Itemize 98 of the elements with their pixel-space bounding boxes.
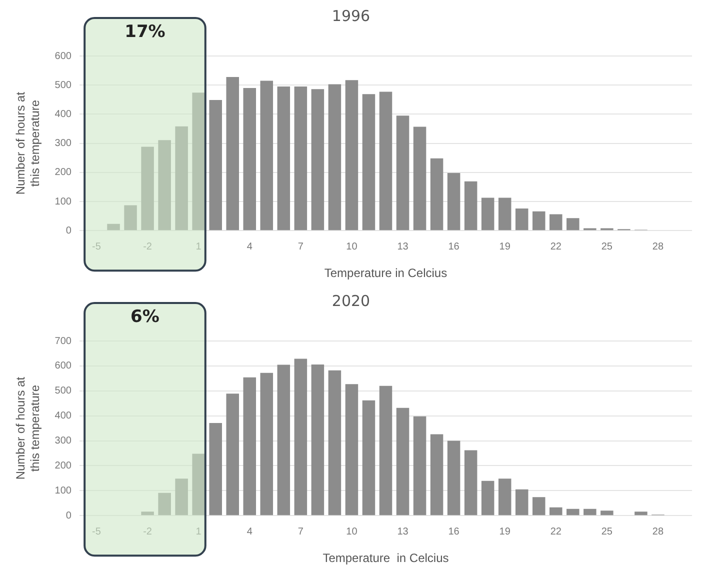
bar [311, 364, 324, 516]
y-tick-label: 600 [54, 50, 72, 62]
bar [532, 497, 546, 516]
bar [328, 370, 342, 516]
bar [550, 214, 562, 230]
x-tick-label: 28 [652, 241, 664, 252]
x-tick-label: 19 [499, 241, 511, 252]
bar [226, 76, 239, 230]
bar [550, 507, 562, 516]
y-tick-label: 500 [54, 80, 72, 91]
bar [498, 198, 512, 230]
x-axis-title: Temperature in Celcius [322, 551, 449, 566]
bar [481, 480, 494, 516]
bar [447, 440, 460, 516]
bar [192, 92, 205, 230]
bar [243, 88, 256, 230]
bar [498, 478, 512, 516]
y-tick-label: 100 [54, 196, 72, 208]
bar [260, 80, 274, 230]
bar [515, 489, 528, 516]
x-axis-title: Temperature in Celcius [324, 266, 448, 280]
y-tick-label: 400 [54, 410, 72, 422]
bar [600, 510, 614, 516]
bar [532, 211, 546, 230]
bar [430, 434, 444, 516]
chart-title: 2020 [332, 292, 370, 310]
bar [396, 116, 410, 230]
bar [243, 377, 256, 516]
x-tick-label: 19 [499, 526, 511, 538]
x-tick-label: 25 [601, 526, 613, 538]
bar [584, 508, 596, 516]
y-tick-label: 700 [54, 336, 72, 347]
bar [515, 208, 528, 230]
x-tick-label: 25 [601, 241, 613, 252]
bar [634, 512, 648, 516]
bar [209, 100, 222, 230]
bar [311, 89, 324, 230]
bar [107, 224, 120, 230]
band-label: 17% [124, 22, 166, 42]
chart-title: 1996 [332, 6, 370, 25]
y-axis-title: Number of hours at this temperature [14, 376, 42, 480]
x-tick-label: 22 [550, 241, 562, 252]
x-tick-label: 7 [298, 526, 304, 538]
bar [158, 492, 171, 516]
bar [294, 358, 308, 516]
bar [226, 394, 239, 516]
bar [413, 416, 426, 516]
bar [277, 86, 290, 230]
bar [141, 512, 154, 516]
y-tick-label: 0 [66, 225, 72, 236]
bar [209, 423, 222, 516]
bar [175, 478, 188, 516]
x-tick-label: 16 [448, 526, 460, 538]
x-tick-label: 4 [246, 241, 253, 252]
bar [158, 140, 171, 230]
bar [192, 454, 205, 516]
x-tick-label: 28 [652, 526, 664, 538]
x-tick-label: 10 [346, 241, 358, 252]
bar [294, 86, 308, 230]
bar [362, 94, 376, 230]
y-tick-label: 400 [54, 108, 72, 120]
bar [447, 172, 460, 230]
bar [141, 146, 154, 230]
y-tick-label: 600 [54, 360, 72, 372]
bar [345, 384, 358, 516]
x-tick-label: 13 [397, 526, 409, 538]
bar [277, 364, 290, 516]
bar [396, 408, 410, 516]
bar [124, 205, 137, 230]
bar [175, 126, 188, 230]
y-tick-label: 200 [54, 460, 72, 472]
y-tick-label: 200 [54, 167, 72, 178]
y-tick-label: 300 [54, 138, 72, 150]
bar [328, 84, 342, 230]
bar [362, 400, 376, 516]
y-tick-label: 300 [54, 436, 72, 447]
bar [260, 372, 274, 516]
bar [566, 508, 580, 516]
x-tick-label: 10 [346, 526, 358, 538]
bar [464, 181, 478, 230]
bar [379, 92, 392, 230]
x-tick-label: 22 [550, 526, 562, 538]
bar [430, 158, 444, 230]
band-label: 6% [130, 306, 160, 327]
bar [413, 126, 426, 230]
y-tick-label: 100 [54, 485, 72, 496]
bar [481, 198, 494, 230]
bar [379, 386, 392, 516]
bar [345, 80, 358, 230]
bar [464, 450, 478, 516]
x-tick-label: 4 [246, 526, 253, 538]
y-tick-label: 0 [66, 510, 72, 522]
x-tick-label: 16 [448, 241, 460, 252]
y-axis-title: Number of hours at this temperature [14, 91, 42, 195]
bar [566, 218, 580, 230]
x-tick-label: 7 [298, 241, 304, 252]
y-tick-label: 500 [54, 386, 72, 397]
x-tick-label: 13 [397, 241, 409, 252]
